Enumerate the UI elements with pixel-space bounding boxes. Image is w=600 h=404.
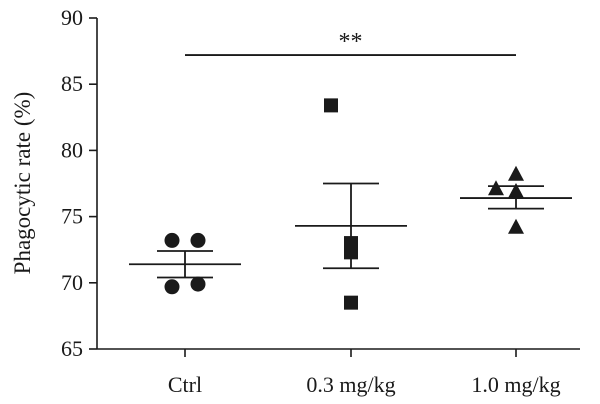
x-axis: Ctrl 0.3 mg/kg 1.0 mg/kg bbox=[97, 348, 580, 397]
y-axis-title: Phagocytic rate (%) bbox=[10, 92, 35, 275]
significance-annotation: ** bbox=[185, 29, 516, 56]
data-point bbox=[190, 232, 206, 248]
y-tick-label: 90 bbox=[61, 5, 83, 30]
data-point bbox=[344, 295, 358, 310]
group-1-0-mg-kg bbox=[460, 165, 572, 234]
y-axis: 65 70 75 80 85 90 bbox=[61, 5, 98, 361]
data-point bbox=[508, 218, 524, 234]
x-tick-label: Ctrl bbox=[168, 372, 202, 397]
data-point bbox=[344, 245, 358, 260]
data-point bbox=[190, 276, 206, 292]
data-point bbox=[164, 279, 180, 295]
y-tick-label: 65 bbox=[61, 336, 83, 361]
y-tick-label: 75 bbox=[61, 204, 83, 229]
data-point bbox=[508, 182, 524, 198]
data-groups bbox=[129, 98, 572, 310]
x-tick-label: 1.0 mg/kg bbox=[471, 372, 560, 397]
data-point bbox=[488, 180, 504, 196]
significance-label: ** bbox=[339, 29, 363, 55]
group-ctrl bbox=[129, 232, 241, 295]
group-0-3-mg-kg bbox=[295, 98, 407, 310]
data-point bbox=[164, 232, 180, 248]
x-tick-label: 0.3 mg/kg bbox=[306, 372, 395, 397]
data-point bbox=[508, 165, 524, 181]
y-tick-label: 70 bbox=[61, 270, 83, 295]
y-tick-label: 85 bbox=[61, 71, 83, 96]
y-tick-label: 80 bbox=[61, 137, 83, 162]
data-point bbox=[324, 98, 338, 113]
